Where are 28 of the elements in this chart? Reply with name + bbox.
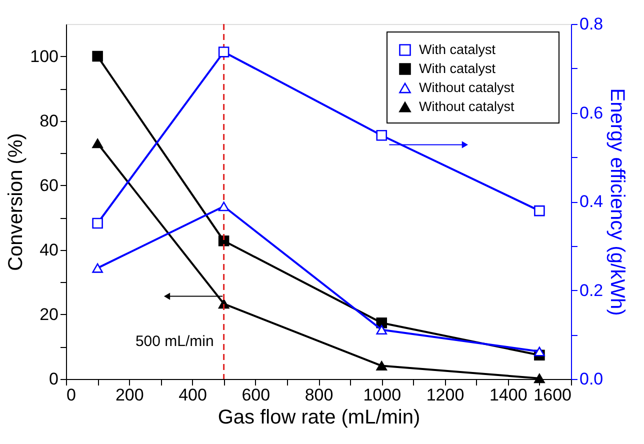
legend-label: With catalyst [419,61,496,76]
x-tick-label: 800 [304,386,334,404]
y2-axis-title: Energy efficiency (g/kWh) [606,88,628,316]
x-tick-label: 200 [115,386,144,404]
y2-tick-label: 0.6 [580,103,604,122]
ref-line-label: 500 mL/min [135,333,214,350]
y2-tick-label: 0.2 [580,280,604,300]
x-tick-label: 1400 [489,386,528,404]
y-axis-title: Conversion (%) [5,133,28,271]
y2-tick-label: 0.4 [580,192,604,211]
y-tick-label: 0 [49,370,58,388]
x-tick-label: 1000 [363,386,402,404]
legend-label: With catalyst [419,42,496,57]
y-tick-label: 60 [40,176,58,195]
x-axis-title: Gas flow rate (mL/min) [218,406,420,428]
y-tick-label: 20 [40,304,58,324]
y-tick-label: 100 [30,46,58,66]
x-tick-label: 400 [178,386,207,404]
x-tick-label: 600 [242,386,270,404]
y2-tick-label: 0.0 [580,370,604,388]
x-tick-label: 1200 [426,386,464,404]
y-tick-label: 40 [40,240,58,260]
legend-label: Without catalyst [419,99,515,114]
y-tick-label: 80 [40,111,58,130]
legend-label: Without catalyst [419,80,515,95]
x-tick-label: 0 [66,386,76,404]
y2-tick-label: 0.8 [580,14,604,34]
x-tick-label: 1600 [534,386,572,404]
